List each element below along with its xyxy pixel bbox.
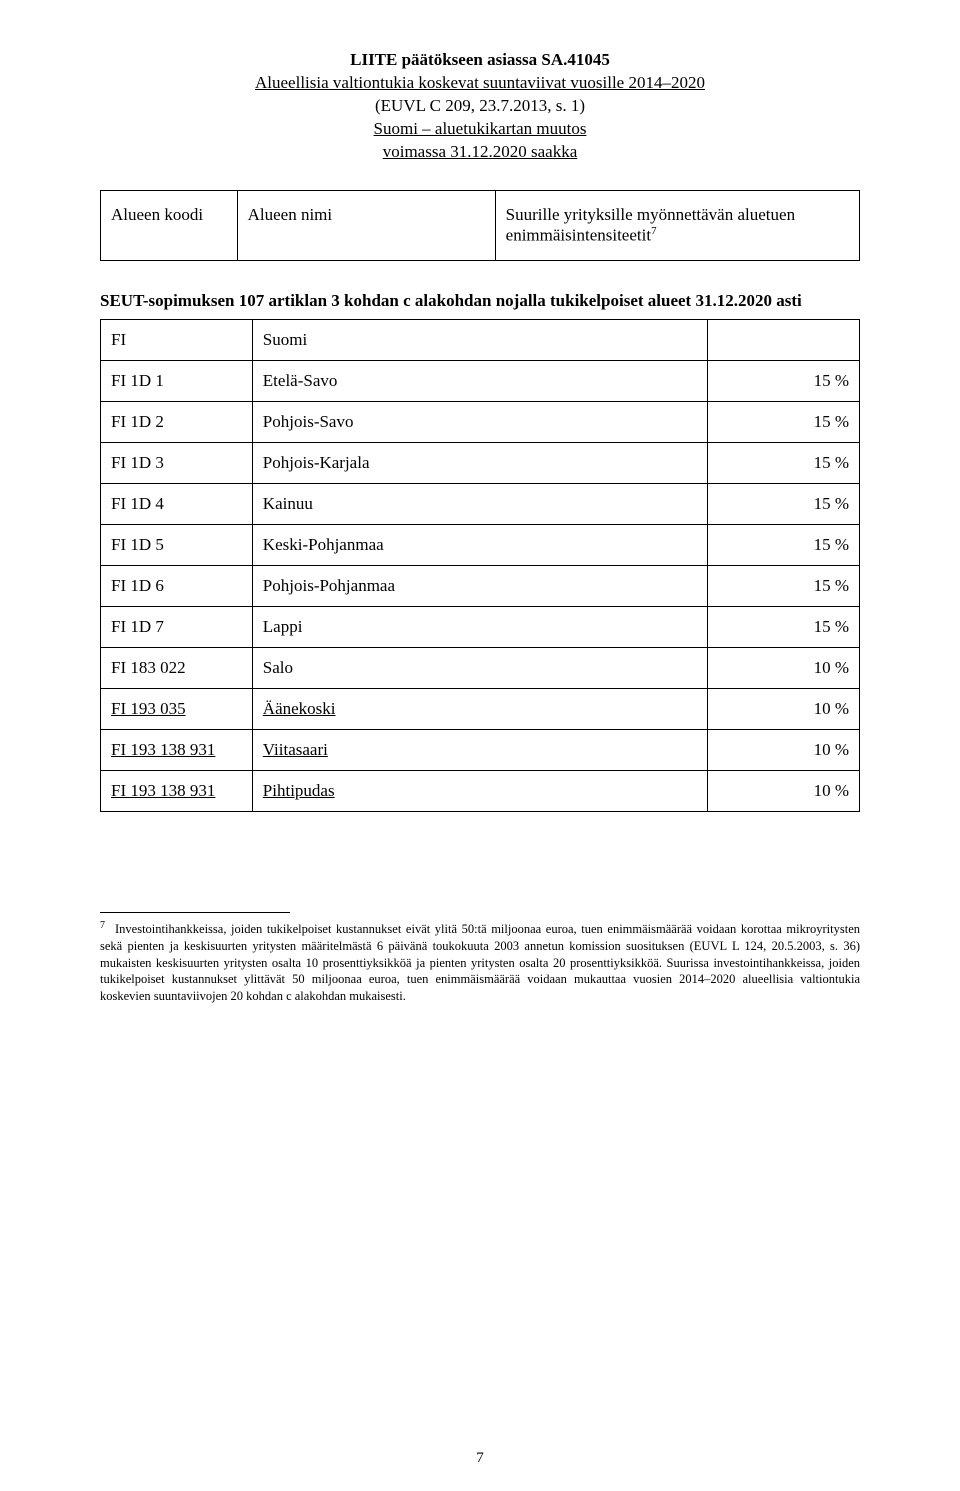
table-row: FI 193 138 931Pihtipudas10 %: [101, 770, 860, 811]
row-pct: 15 %: [708, 401, 860, 442]
data-table: FI Suomi FI 1D 1Etelä-Savo15 %FI 1D 2Poh…: [100, 319, 860, 812]
footnote: 7Investointihankkeissa, joiden tukikelpo…: [100, 919, 860, 1006]
row-pct: 10 %: [708, 688, 860, 729]
table-row: FI 1D 1Etelä-Savo15 %: [101, 360, 860, 401]
country-code: FI: [101, 319, 253, 360]
page-container: LIITE päätökseen asiassa SA.41045 Alueel…: [0, 0, 960, 1491]
table-row: FI 193 138 931Viitasaari10 %: [101, 729, 860, 770]
title-line-2: Alueellisia valtiontukia koskevat suunta…: [100, 73, 860, 93]
row-code: FI 1D 7: [101, 606, 253, 647]
row-code: FI 193 138 931: [101, 729, 253, 770]
row-pct: 10 %: [708, 729, 860, 770]
header-col-name: Alueen nimi: [237, 191, 495, 261]
row-pct: 10 %: [708, 647, 860, 688]
row-name: Viitasaari: [252, 729, 707, 770]
table-row: FI 1D 6Pohjois-Pohjanmaa15 %: [101, 565, 860, 606]
table-row: FI 1D 4Kainuu15 %: [101, 483, 860, 524]
table-row: FI 183 022Salo10 %: [101, 647, 860, 688]
header-intensity-sup: 7: [651, 225, 657, 237]
footnote-number: 7: [100, 920, 105, 931]
row-name: Keski-Pohjanmaa: [252, 524, 707, 565]
row-pct: 15 %: [708, 483, 860, 524]
country-pct: [708, 319, 860, 360]
header-col-code: Alueen koodi: [101, 191, 238, 261]
table-row: FI 1D 2Pohjois-Savo15 %: [101, 401, 860, 442]
row-code: FI 193 035: [101, 688, 253, 729]
page-number: 7: [0, 1450, 960, 1467]
row-name: Äänekoski: [252, 688, 707, 729]
header-col-intensity: Suurille yrityksille myönnettävän aluetu…: [495, 191, 859, 261]
row-pct: 10 %: [708, 770, 860, 811]
row-pct: 15 %: [708, 606, 860, 647]
table-row: FI 193 035Äänekoski10 %: [101, 688, 860, 729]
row-pct: 15 %: [708, 442, 860, 483]
footnote-text: Investointihankkeissa, joiden tukikelpoi…: [100, 922, 860, 1004]
title-line-5: voimassa 31.12.2020 saakka: [100, 142, 860, 162]
title-line-3: (EUVL C 209, 23.7.2013, s. 1): [100, 96, 860, 116]
row-pct: 15 %: [708, 565, 860, 606]
row-name: Pohjois-Pohjanmaa: [252, 565, 707, 606]
table-row: FI Suomi: [101, 319, 860, 360]
table-row: FI 1D 3Pohjois-Karjala15 %: [101, 442, 860, 483]
row-pct: 15 %: [708, 360, 860, 401]
row-code: FI 1D 3: [101, 442, 253, 483]
row-code: FI 1D 2: [101, 401, 253, 442]
footnote-separator: [100, 912, 290, 913]
row-code: FI 193 138 931: [101, 770, 253, 811]
table-row: FI 1D 5Keski-Pohjanmaa15 %: [101, 524, 860, 565]
row-code: FI 1D 1: [101, 360, 253, 401]
section-heading: SEUT-sopimuksen 107 artiklan 3 kohdan c …: [100, 291, 860, 311]
row-code: FI 1D 5: [101, 524, 253, 565]
title-line-1: LIITE päätökseen asiassa SA.41045: [100, 50, 860, 70]
row-name: Salo: [252, 647, 707, 688]
country-name: Suomi: [252, 319, 707, 360]
row-code: FI 1D 4: [101, 483, 253, 524]
row-name: Pohjois-Karjala: [252, 442, 707, 483]
table-row: FI 1D 7Lappi15 %: [101, 606, 860, 647]
row-name: Pohjois-Savo: [252, 401, 707, 442]
row-name: Kainuu: [252, 483, 707, 524]
header-table: Alueen koodi Alueen nimi Suurille yrityk…: [100, 190, 860, 261]
row-name: Etelä-Savo: [252, 360, 707, 401]
row-pct: 15 %: [708, 524, 860, 565]
row-name: Pihtipudas: [252, 770, 707, 811]
title-block: LIITE päätökseen asiassa SA.41045 Alueel…: [100, 50, 860, 162]
row-name: Lappi: [252, 606, 707, 647]
title-line-4: Suomi – aluetukikartan muutos: [100, 119, 860, 139]
row-code: FI 1D 6: [101, 565, 253, 606]
row-code: FI 183 022: [101, 647, 253, 688]
